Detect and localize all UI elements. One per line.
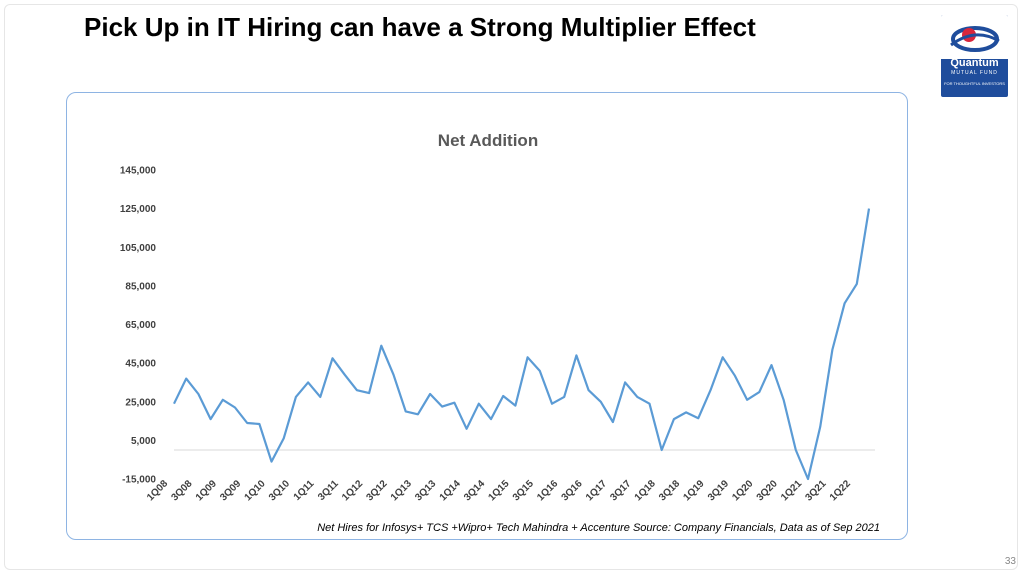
y-tick-label: -15,000 [122, 475, 156, 486]
x-tick-label: 1Q10 [243, 478, 268, 503]
y-tick-label: 45,000 [125, 359, 156, 370]
slide-frame [4, 4, 1018, 570]
source-note: Net Hires for Infosys+ TCS +Wipro+ Tech … [317, 522, 880, 534]
logo-emblem-icon [941, 15, 1008, 59]
y-tick-label: 85,000 [125, 281, 156, 292]
y-tick-label: 145,000 [120, 166, 157, 177]
x-tick-label: 3Q18 [657, 478, 682, 503]
x-tick-label: 3Q19 [706, 478, 731, 503]
x-tick-label: 3Q08 [169, 478, 194, 503]
slide-title: Pick Up in IT Hiring can have a Strong M… [84, 12, 756, 42]
x-tick-label: 3Q20 [755, 478, 780, 503]
y-tick-label: 65,000 [125, 320, 156, 331]
x-tick-label: 3Q21 [803, 478, 828, 503]
x-tick-label: 3Q15 [511, 478, 536, 503]
x-tick-label: 1Q13 [389, 478, 414, 503]
logo-tagline: FOR THOUGHTFUL INVESTORS [944, 81, 1005, 86]
x-axis: 1Q08 3Q08 1Q09 3Q09 1Q10 3Q10 1Q11 3Q11 1Q12 3Q12… [145, 478, 853, 503]
x-tick-label: 1Q21 [779, 478, 804, 503]
x-tick-label: 3Q16 [560, 478, 585, 503]
x-tick-label: 1Q20 [730, 478, 755, 503]
net-addition-series-line [173, 208, 871, 481]
x-tick-label: 1Q14 [438, 478, 463, 503]
x-tick-label: 1Q22 [828, 478, 853, 503]
page-number: 33 [1004, 556, 1016, 567]
logo-subtitle: MUTUAL FUND [951, 70, 998, 76]
y-tick-label: 5,000 [131, 436, 156, 447]
x-tick-label: 1Q09 [194, 478, 219, 503]
x-tick-label: 1Q17 [584, 478, 609, 503]
x-tick-label: 1Q18 [633, 478, 658, 503]
y-axis: -15,000 5,000 25,000 45,000 65,000 85,000 105,… [120, 166, 157, 486]
x-tick-label: 3Q11 [316, 478, 341, 503]
x-tick-label: 3Q13 [413, 478, 438, 503]
x-tick-label: 3Q10 [267, 478, 292, 503]
quantum-logo: Quantum MUTUAL FUND FOR THOUGHTFUL INVES… [941, 15, 1008, 97]
x-tick-label: 1Q11 [292, 478, 317, 503]
logo-name: Quantum [950, 57, 999, 69]
x-tick-label: 3Q09 [218, 478, 243, 503]
x-tick-label: 1Q15 [486, 478, 511, 503]
chart-title: Net Addition [438, 131, 538, 150]
y-tick-label: 105,000 [120, 243, 157, 254]
x-tick-label: 3Q14 [462, 478, 487, 503]
x-tick-label: 3Q17 [608, 478, 633, 503]
x-tick-label: 1Q12 [340, 478, 365, 503]
chart-container: Net Addition -15,000 5,000 25,000 45,000 65,… [66, 92, 908, 540]
x-tick-label: 1Q19 [682, 478, 707, 503]
x-tick-label: 3Q12 [365, 478, 390, 503]
x-tick-label: 1Q16 [535, 478, 560, 503]
net-addition-chart: Net Addition -15,000 5,000 25,000 45,000 65,… [120, 131, 875, 503]
y-tick-label: 125,000 [120, 204, 157, 215]
y-tick-label: 25,000 [125, 397, 156, 408]
